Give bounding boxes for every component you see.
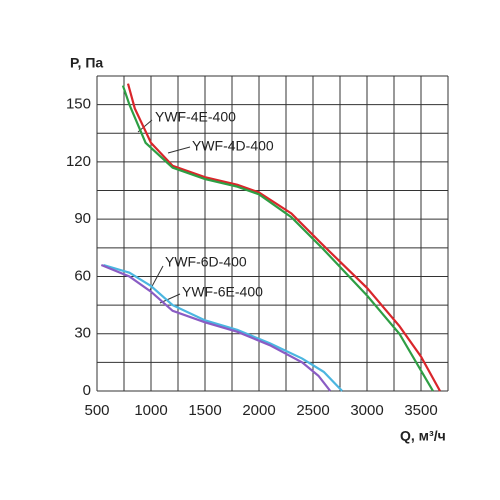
y-tick-label: 30 (74, 325, 91, 342)
x-tick-label: 500 (84, 402, 109, 419)
y-tick-label: 60 (74, 267, 91, 284)
series-label: YWF-6E-400 (182, 284, 263, 300)
series-line (103, 263, 343, 392)
series-label: YWF-6D-400 (165, 254, 247, 270)
series-line (100, 263, 332, 392)
y-tick-label: 120 (66, 153, 91, 170)
x-tick-label: 3000 (350, 402, 383, 419)
series-line (126, 83, 441, 392)
y-tick-label: 0 (83, 382, 91, 399)
y-axis-label: P, Па (70, 55, 103, 71)
leader-lines (137, 119, 191, 304)
series-label: YWF-4D-400 (192, 138, 274, 154)
x-tick-label: 2500 (296, 402, 329, 419)
series-label: YWF-4E-400 (155, 109, 236, 125)
y-tick-label: 150 (66, 96, 91, 113)
x-tick-label: 2000 (242, 402, 275, 419)
x-tick-label: 1000 (134, 402, 167, 419)
x-tick-label: 1500 (188, 402, 221, 419)
x-axis-label: Q, м³/ч (400, 428, 446, 444)
series-line (121, 85, 434, 392)
leader-line (167, 146, 191, 154)
x-tick-label: 3500 (404, 402, 437, 419)
y-tick-label: 90 (74, 210, 91, 227)
